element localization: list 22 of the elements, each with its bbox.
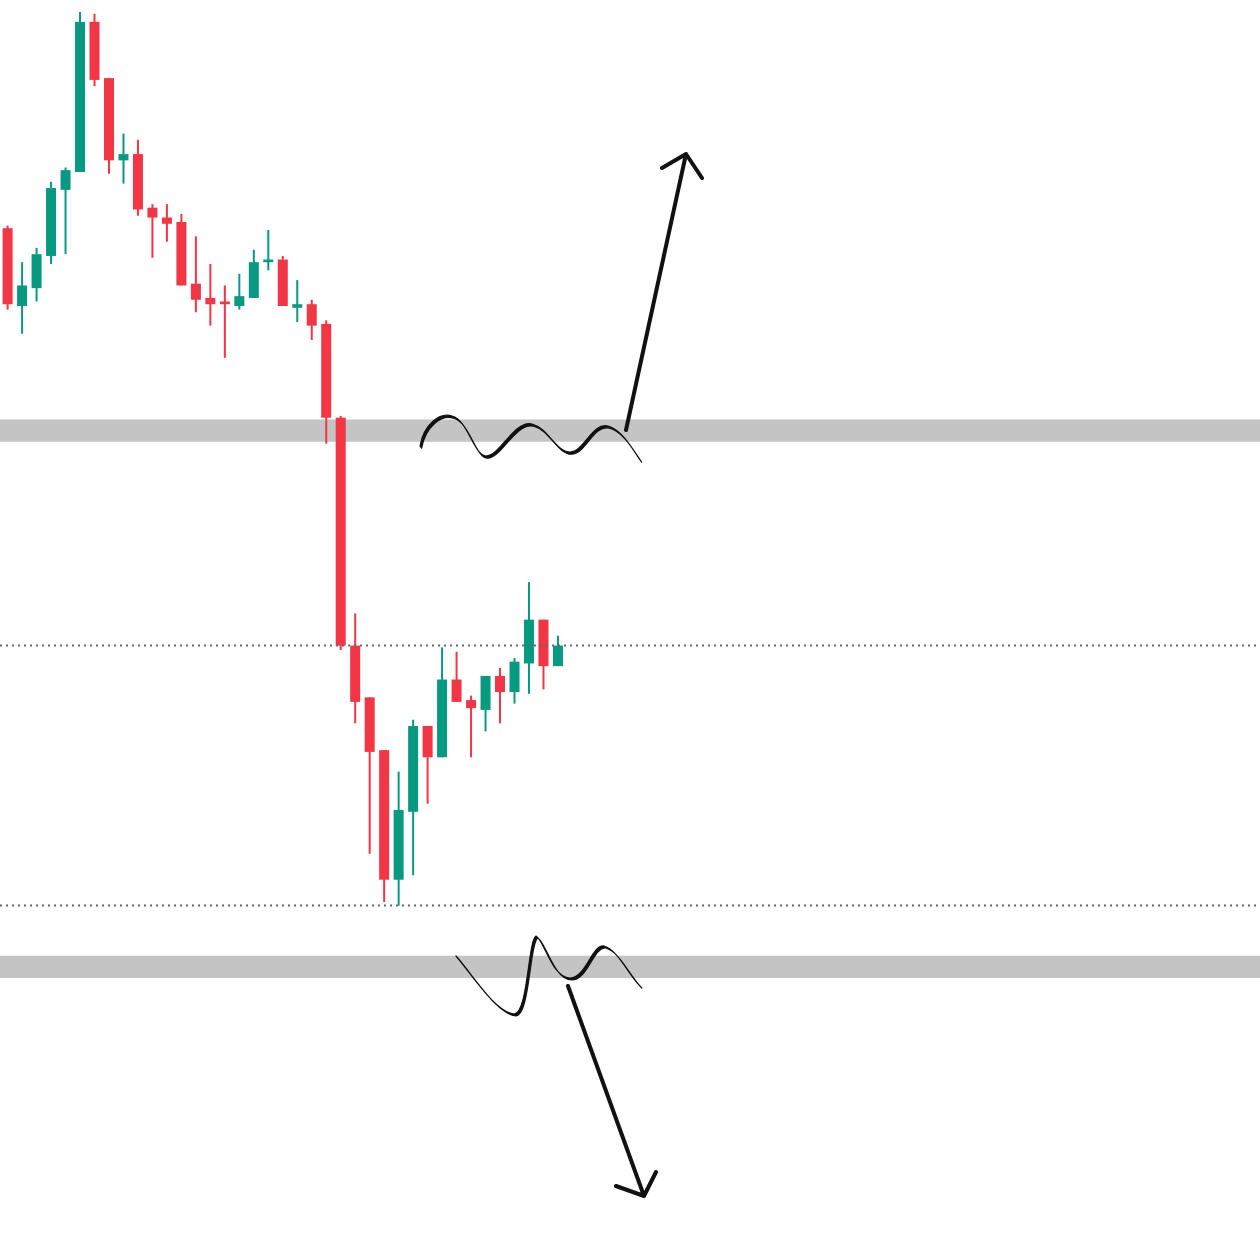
candlestick [451,650,462,703]
candlestick [205,263,216,327]
candlestick [306,298,317,341]
candlestick [190,235,201,314]
candlestick [60,166,71,256]
candlestick [118,132,129,185]
candlestick [422,725,433,805]
candlestick [161,203,172,243]
candlestick [31,246,42,303]
candlestick [466,694,477,759]
candlestick [552,634,563,668]
candlestick [277,254,288,307]
candlestick [480,674,491,733]
candlestick [538,618,549,691]
candlestick [234,272,245,311]
candlestick [495,666,506,725]
candlestick [147,203,158,259]
candlestick [523,581,534,695]
candlestick [509,657,520,705]
candlestick [292,279,303,324]
candlestick [17,261,28,335]
candlestick [248,248,259,299]
